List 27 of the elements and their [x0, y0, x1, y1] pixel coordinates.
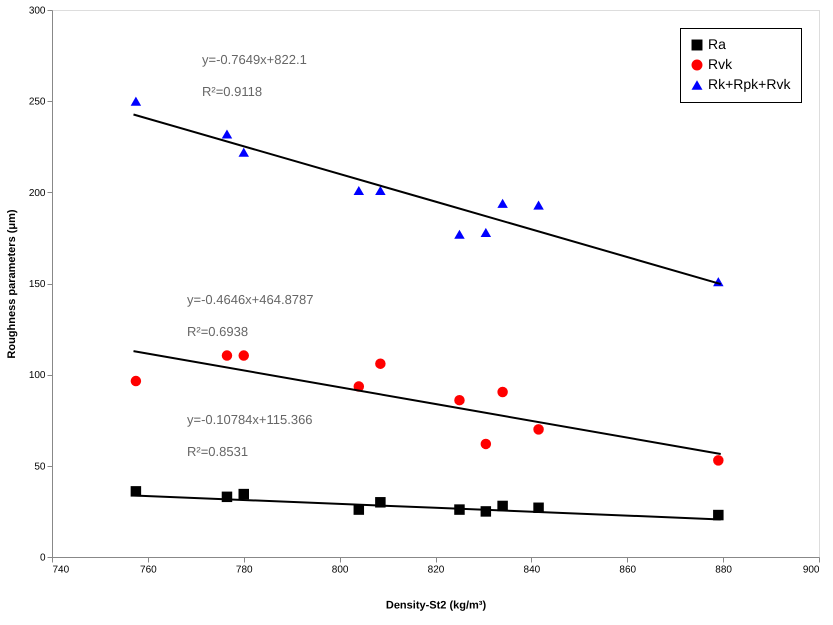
- x-tick-label: 860: [619, 564, 637, 576]
- x-tick-label: 740: [52, 564, 70, 576]
- annotation: y=-0.4646x+464.8787: [187, 292, 314, 307]
- x-tick-label: 900: [802, 564, 820, 576]
- annotation: y=-0.7649x+822.1: [202, 52, 307, 67]
- x-tick-label: 880: [715, 564, 732, 576]
- y-tick-label: 250: [28, 96, 46, 108]
- annotation: R²=0.8531: [187, 444, 248, 459]
- x-tick-label: 760: [140, 564, 158, 576]
- legend-label: Rk+Rpk+Rvk: [708, 76, 792, 92]
- x-tick-label: 800: [332, 564, 349, 576]
- annotation: y=-0.10784x+115.366: [187, 412, 313, 427]
- x-tick-label: 820: [428, 564, 445, 576]
- y-tick-label: 50: [34, 461, 46, 472]
- x-tick-label: 780: [236, 564, 254, 576]
- y-tick-label: 200: [28, 188, 46, 199]
- y-tick-label: 300: [28, 6, 46, 16]
- annotation: R²=0.6938: [187, 324, 248, 339]
- legend-label: Ra: [708, 36, 726, 52]
- x-axis-title: Density-St2 (kg/m³): [386, 600, 486, 612]
- x-tick-label: 840: [524, 564, 541, 576]
- y-axis-title: Roughness parameters (μm): [6, 209, 18, 359]
- y-tick-label: 150: [28, 279, 46, 290]
- annotation: R²=0.9118: [202, 84, 262, 99]
- y-tick-label: 0: [40, 552, 46, 564]
- legend-label: Rvk: [708, 56, 734, 72]
- y-tick-label: 100: [28, 370, 46, 382]
